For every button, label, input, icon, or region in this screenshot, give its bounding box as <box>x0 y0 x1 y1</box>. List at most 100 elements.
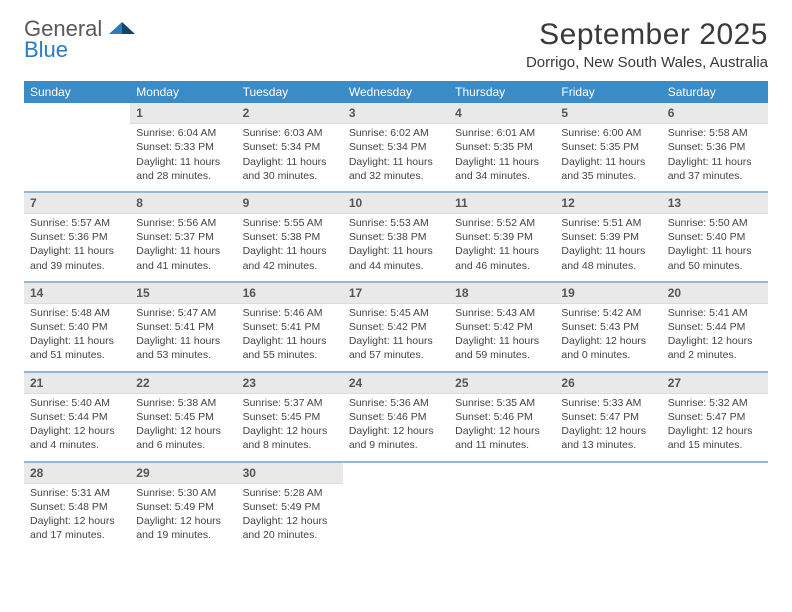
sunset-text: Sunset: 5:48 PM <box>30 500 124 514</box>
day-cell <box>662 463 768 549</box>
week-separator <box>24 461 768 463</box>
day-cell: 18Sunrise: 5:43 AMSunset: 5:42 PMDayligh… <box>449 283 555 369</box>
dow-header-cell: Friday <box>555 81 661 103</box>
day-body: Sunrise: 5:42 AMSunset: 5:43 PMDaylight:… <box>555 304 661 369</box>
sunset-text: Sunset: 5:38 PM <box>349 230 443 244</box>
sunrise-text: Sunrise: 5:41 AM <box>668 306 762 320</box>
sunrise-text: Sunrise: 5:51 AM <box>561 216 655 230</box>
day-number: 23 <box>237 373 343 394</box>
daylight-text: Daylight: 11 hours and 57 minutes. <box>349 334 443 362</box>
daylight-text: Daylight: 11 hours and 39 minutes. <box>30 244 124 272</box>
daylight-text: Daylight: 12 hours and 15 minutes. <box>668 424 762 452</box>
sunrise-text: Sunrise: 5:32 AM <box>668 396 762 410</box>
day-number: 20 <box>662 283 768 304</box>
daylight-text: Daylight: 11 hours and 44 minutes. <box>349 244 443 272</box>
sunrise-text: Sunrise: 5:36 AM <box>349 396 443 410</box>
day-cell: 23Sunrise: 5:37 AMSunset: 5:45 PMDayligh… <box>237 373 343 459</box>
sunrise-text: Sunrise: 6:02 AM <box>349 126 443 140</box>
sunrise-text: Sunrise: 5:38 AM <box>136 396 230 410</box>
sunrise-text: Sunrise: 5:42 AM <box>561 306 655 320</box>
sunset-text: Sunset: 5:38 PM <box>243 230 337 244</box>
sunset-text: Sunset: 5:33 PM <box>136 140 230 154</box>
sunset-text: Sunset: 5:40 PM <box>30 320 124 334</box>
sunset-text: Sunset: 5:34 PM <box>243 140 337 154</box>
sunset-text: Sunset: 5:43 PM <box>561 320 655 334</box>
day-cell: 2Sunrise: 6:03 AMSunset: 5:34 PMDaylight… <box>237 103 343 189</box>
daylight-text: Daylight: 12 hours and 20 minutes. <box>243 514 337 542</box>
dow-header-cell: Sunday <box>24 81 130 103</box>
day-number: 8 <box>130 193 236 214</box>
daylight-text: Daylight: 11 hours and 34 minutes. <box>455 155 549 183</box>
sunrise-text: Sunrise: 5:53 AM <box>349 216 443 230</box>
calendar-page: General Blue September 2025 Dorrigo, New… <box>0 0 792 566</box>
day-cell: 24Sunrise: 5:36 AMSunset: 5:46 PMDayligh… <box>343 373 449 459</box>
daylight-text: Daylight: 11 hours and 41 minutes. <box>136 244 230 272</box>
sunrise-text: Sunrise: 5:56 AM <box>136 216 230 230</box>
daylight-text: Daylight: 12 hours and 17 minutes. <box>30 514 124 542</box>
dow-header-cell: Wednesday <box>343 81 449 103</box>
daylight-text: Daylight: 11 hours and 50 minutes. <box>668 244 762 272</box>
sunrise-text: Sunrise: 5:55 AM <box>243 216 337 230</box>
day-body: Sunrise: 6:00 AMSunset: 5:35 PMDaylight:… <box>555 124 661 189</box>
daylight-text: Daylight: 12 hours and 6 minutes. <box>136 424 230 452</box>
dow-header-cell: Thursday <box>449 81 555 103</box>
day-number: 17 <box>343 283 449 304</box>
day-cell: 27Sunrise: 5:32 AMSunset: 5:47 PMDayligh… <box>662 373 768 459</box>
sunrise-text: Sunrise: 5:37 AM <box>243 396 337 410</box>
day-cell: 19Sunrise: 5:42 AMSunset: 5:43 PMDayligh… <box>555 283 661 369</box>
day-number: 10 <box>343 193 449 214</box>
daylight-text: Daylight: 11 hours and 53 minutes. <box>136 334 230 362</box>
sunset-text: Sunset: 5:46 PM <box>349 410 443 424</box>
sunset-text: Sunset: 5:41 PM <box>136 320 230 334</box>
week-row: 14Sunrise: 5:48 AMSunset: 5:40 PMDayligh… <box>24 283 768 369</box>
day-number: 25 <box>449 373 555 394</box>
daylight-text: Daylight: 11 hours and 30 minutes. <box>243 155 337 183</box>
sunset-text: Sunset: 5:42 PM <box>349 320 443 334</box>
header: General Blue September 2025 Dorrigo, New… <box>24 18 768 71</box>
day-number: 11 <box>449 193 555 214</box>
day-number: 15 <box>130 283 236 304</box>
day-cell <box>449 463 555 549</box>
title-block: September 2025 Dorrigo, New South Wales,… <box>526 18 768 71</box>
calendar-grid: SundayMondayTuesdayWednesdayThursdayFrid… <box>24 81 768 548</box>
sunrise-text: Sunrise: 5:46 AM <box>243 306 337 320</box>
day-body: Sunrise: 5:28 AMSunset: 5:49 PMDaylight:… <box>237 484 343 549</box>
day-body: Sunrise: 5:51 AMSunset: 5:39 PMDaylight:… <box>555 214 661 279</box>
day-number: 13 <box>662 193 768 214</box>
dow-header-cell: Monday <box>130 81 236 103</box>
sunrise-text: Sunrise: 6:01 AM <box>455 126 549 140</box>
day-cell: 15Sunrise: 5:47 AMSunset: 5:41 PMDayligh… <box>130 283 236 369</box>
daylight-text: Daylight: 12 hours and 4 minutes. <box>30 424 124 452</box>
sunset-text: Sunset: 5:42 PM <box>455 320 549 334</box>
location-subtitle: Dorrigo, New South Wales, Australia <box>526 54 768 71</box>
logo-text: General Blue <box>24 18 135 61</box>
day-body: Sunrise: 5:37 AMSunset: 5:45 PMDaylight:… <box>237 394 343 459</box>
sunrise-text: Sunrise: 5:52 AM <box>455 216 549 230</box>
daylight-text: Daylight: 12 hours and 9 minutes. <box>349 424 443 452</box>
day-body: Sunrise: 5:55 AMSunset: 5:38 PMDaylight:… <box>237 214 343 279</box>
sunrise-text: Sunrise: 5:33 AM <box>561 396 655 410</box>
sunset-text: Sunset: 5:45 PM <box>243 410 337 424</box>
day-cell: 26Sunrise: 5:33 AMSunset: 5:47 PMDayligh… <box>555 373 661 459</box>
sunset-text: Sunset: 5:35 PM <box>561 140 655 154</box>
day-number: 18 <box>449 283 555 304</box>
sunrise-text: Sunrise: 5:58 AM <box>668 126 762 140</box>
day-number: 7 <box>24 193 130 214</box>
sunrise-text: Sunrise: 5:28 AM <box>243 486 337 500</box>
week-row: 1Sunrise: 6:04 AMSunset: 5:33 PMDaylight… <box>24 103 768 189</box>
day-body: Sunrise: 6:04 AMSunset: 5:33 PMDaylight:… <box>130 124 236 189</box>
day-body: Sunrise: 5:32 AMSunset: 5:47 PMDaylight:… <box>662 394 768 459</box>
day-cell <box>555 463 661 549</box>
day-number: 2 <box>237 103 343 124</box>
day-body: Sunrise: 5:46 AMSunset: 5:41 PMDaylight:… <box>237 304 343 369</box>
sunset-text: Sunset: 5:41 PM <box>243 320 337 334</box>
sunrise-text: Sunrise: 5:57 AM <box>30 216 124 230</box>
page-title: September 2025 <box>526 18 768 52</box>
day-body: Sunrise: 5:47 AMSunset: 5:41 PMDaylight:… <box>130 304 236 369</box>
day-body: Sunrise: 5:53 AMSunset: 5:38 PMDaylight:… <box>343 214 449 279</box>
daylight-text: Daylight: 11 hours and 59 minutes. <box>455 334 549 362</box>
week-row: 7Sunrise: 5:57 AMSunset: 5:36 PMDaylight… <box>24 193 768 279</box>
day-cell: 29Sunrise: 5:30 AMSunset: 5:49 PMDayligh… <box>130 463 236 549</box>
sunrise-text: Sunrise: 5:48 AM <box>30 306 124 320</box>
day-number: 12 <box>555 193 661 214</box>
